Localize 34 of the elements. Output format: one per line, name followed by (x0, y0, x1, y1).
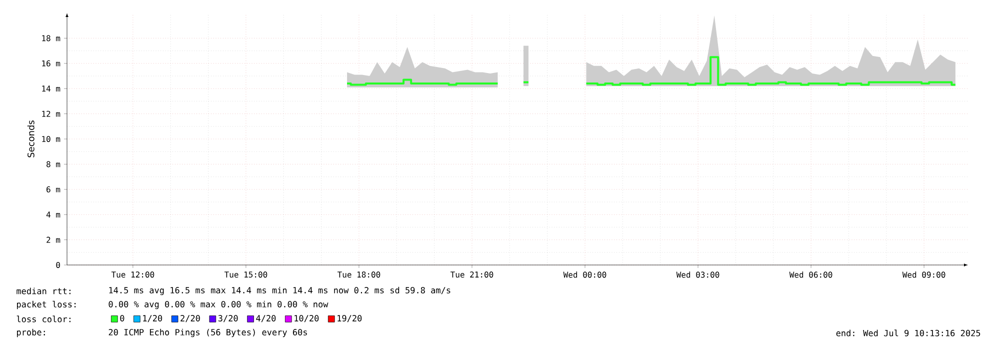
y-tick-label: 12 m (42, 110, 60, 117)
text: probe: (17, 328, 45, 338)
text: 20 ICMP Echo Pings (56 Bytes) every 60s (108, 328, 307, 338)
y-tick-label: 6 m (46, 186, 60, 192)
y-tick-label: 4 m (46, 212, 60, 218)
x-tick-label: Wed 03:00 (676, 272, 720, 278)
y-tick-label: 14 m (42, 86, 60, 92)
text: packet loss: (17, 300, 76, 310)
x-tick-label: Tue 15:00 (224, 272, 268, 278)
x-tick-label: Wed 00:00 (563, 272, 606, 278)
y-tick-label: 2 m (46, 236, 60, 243)
legend-label: 1/20 (143, 315, 162, 322)
legend-label: 3/20 (218, 315, 238, 322)
legend-label: 19/20 (338, 315, 362, 322)
text: 14.5 ms avg 16.5 ms max 14.4 ms min 14.4 ms now 0.2 ms sd 59.8 am/s (109, 286, 450, 296)
text: median rtt: (16, 288, 70, 294)
x-tick-label: Wed 09:00 (902, 272, 946, 278)
legend-label: 10/20 (294, 315, 319, 322)
legend-label: 4/20 (256, 315, 276, 322)
x-tick-label: Tue 18:00 (337, 272, 380, 278)
y-tick-label: 8 m (46, 161, 60, 168)
x-tick-label: Wed 06:00 (789, 272, 832, 278)
legend-label: 2/20 (180, 315, 200, 322)
text: end: Wed Jul 9 10:13:16 2025 (836, 330, 980, 336)
legend-label: 0 (120, 315, 124, 322)
text: loss color: (16, 316, 70, 322)
y-axis-title: Seconds (27, 120, 34, 158)
x-tick-label: Tue 12:00 (111, 272, 154, 278)
y-tick-label: 18 m (42, 35, 60, 42)
text: 0.00 % avg 0.00 % max 0.00 % min 0.00 % now (108, 300, 328, 310)
x-tick-label: Tue 21:00 (450, 272, 494, 278)
y-tick-label: 10 m (42, 136, 60, 142)
y-tick-label: 0 (56, 262, 60, 268)
y-tick-label: 16 m (42, 60, 60, 66)
